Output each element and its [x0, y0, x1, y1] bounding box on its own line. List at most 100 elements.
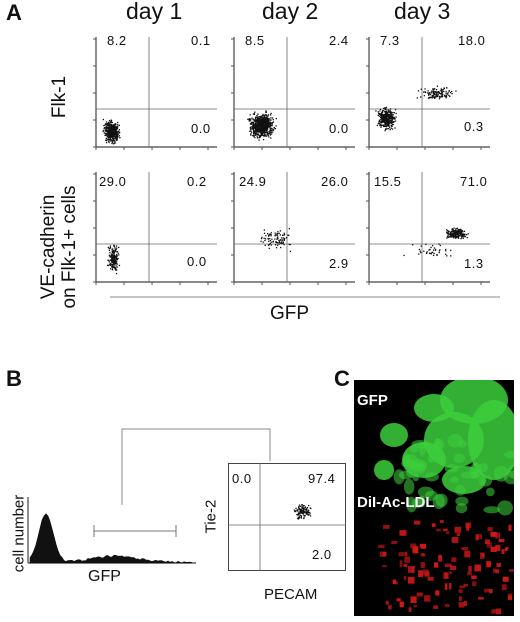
- dil-ldl-signal: [464, 550, 471, 558]
- event-dot: [118, 264, 121, 267]
- gfp-cell: [411, 439, 429, 449]
- event-dot: [260, 132, 263, 134]
- gfp-cell: [414, 394, 454, 422]
- event-dot: [261, 236, 263, 239]
- event-dot: [260, 240, 262, 243]
- micrograph-image: [374, 380, 514, 615]
- dil-ldl-signal: [474, 564, 481, 572]
- event-dot: [467, 233, 469, 235]
- event-dot: [462, 235, 465, 237]
- event-dot: [257, 117, 259, 119]
- event-dot: [103, 130, 105, 132]
- dil-ldl-signal: [501, 584, 507, 591]
- event-dot: [390, 113, 392, 115]
- event-dot: [263, 135, 265, 137]
- dil-ldl-signal: [416, 592, 423, 597]
- dil-ldl-signal: [436, 528, 441, 532]
- dil-ldl-signal: [449, 583, 452, 590]
- event-dot: [257, 120, 259, 122]
- event-dot: [428, 97, 430, 99]
- event-dot: [457, 235, 459, 238]
- event-dot: [300, 517, 303, 519]
- event-dot: [265, 126, 267, 128]
- flow-plot-frame: [231, 37, 355, 150]
- event-dot: [113, 258, 115, 261]
- event-dot: [447, 92, 449, 94]
- event-dot: [108, 123, 111, 125]
- event-dot: [115, 136, 117, 138]
- gfp-cell: [497, 500, 513, 516]
- dil-ldl-signal: [486, 561, 492, 568]
- dil-ldl-signal: [490, 546, 497, 552]
- dil-ldl-signal: [444, 603, 450, 608]
- event-dot: [255, 122, 257, 124]
- event-dot: [280, 242, 282, 244]
- quadrant-upper-right: 2.4: [329, 33, 349, 48]
- event-dot: [256, 130, 258, 132]
- event-dot: [385, 120, 387, 122]
- event-dot: [259, 137, 261, 139]
- gfp-histogram: [20, 495, 200, 575]
- event-dot: [113, 142, 116, 144]
- event-dot: [445, 248, 447, 251]
- event-dot: [306, 511, 308, 514]
- event-dot: [296, 509, 298, 511]
- event-dot: [253, 134, 255, 137]
- event-dot: [261, 127, 263, 129]
- event-dot: [463, 233, 465, 236]
- event-dot: [300, 512, 302, 514]
- event-dot: [429, 96, 431, 99]
- event-dot: [307, 510, 309, 512]
- event-dot: [461, 236, 463, 238]
- event-dot: [264, 132, 266, 134]
- event-dot: [110, 127, 112, 130]
- event-dot: [260, 237, 263, 240]
- event-dot: [384, 119, 386, 122]
- event-dot: [111, 142, 113, 145]
- event-dot: [274, 232, 276, 234]
- event-dot: [259, 121, 262, 123]
- event-dot: [263, 131, 265, 134]
- dil-ldl-signal: [413, 520, 421, 525]
- quadrant-upper-right: 0.1: [191, 33, 211, 48]
- event-dot: [254, 123, 257, 125]
- event-dot: [432, 251, 434, 254]
- event-dot: [303, 511, 305, 514]
- event-dot: [277, 230, 279, 233]
- event-dot: [108, 141, 110, 144]
- event-dot: [287, 234, 290, 237]
- event-dot: [262, 120, 264, 122]
- event-dot: [383, 118, 385, 120]
- event-dot: [377, 114, 379, 117]
- dil-ldl-signal: [479, 552, 485, 559]
- event-dot: [393, 118, 395, 120]
- histogram-chart: [27, 497, 196, 564]
- event-dot: [276, 237, 279, 239]
- event-dot: [258, 129, 260, 132]
- event-dot: [272, 131, 274, 133]
- event-dot: [303, 512, 305, 514]
- event-dot: [113, 135, 115, 138]
- event-dot: [113, 125, 116, 127]
- event-dot: [445, 95, 448, 98]
- gfp-cell: [455, 485, 466, 496]
- event-dot: [263, 132, 265, 134]
- event-dot: [261, 117, 263, 119]
- event-dot: [115, 131, 117, 133]
- event-dot: [255, 127, 257, 129]
- event-dot: [265, 115, 268, 117]
- event-dot: [107, 121, 110, 124]
- event-dot: [266, 120, 269, 122]
- event-dot: [256, 135, 258, 137]
- event-dot: [309, 511, 311, 514]
- row-label-vecadherin-line2: on Flk-1+ cells: [59, 185, 80, 309]
- event-dot: [115, 129, 118, 131]
- event-dot: [255, 120, 257, 122]
- gfp-cell: [447, 433, 463, 448]
- event-dot: [383, 114, 385, 116]
- event-dot: [384, 130, 386, 132]
- event-dot: [301, 507, 304, 509]
- event-dot: [383, 107, 385, 110]
- event-dot: [108, 261, 110, 263]
- dil-ldl-signal: [484, 588, 491, 593]
